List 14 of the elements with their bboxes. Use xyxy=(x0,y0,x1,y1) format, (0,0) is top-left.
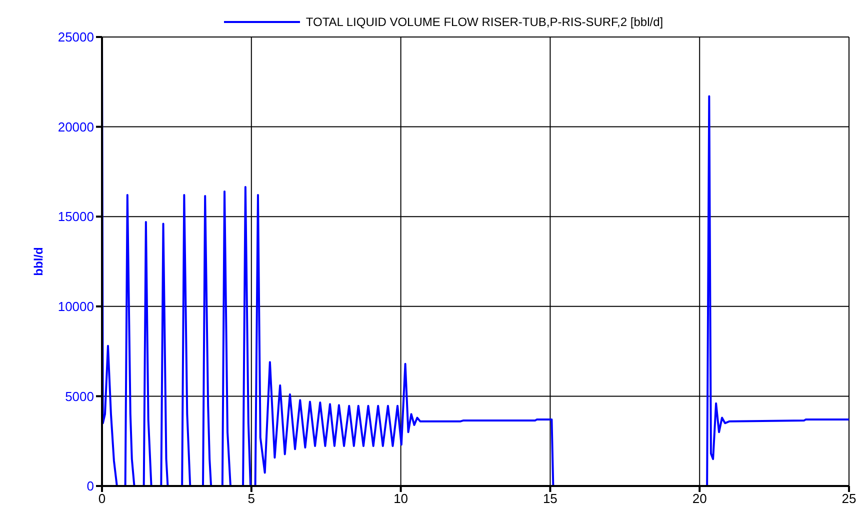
x-tick-label: 5 xyxy=(248,491,256,506)
x-tick-label: 15 xyxy=(542,491,558,506)
x-tick-label: 0 xyxy=(98,491,106,506)
y-axis-title: bbl/d xyxy=(31,247,46,276)
y-tick-label: 15000 xyxy=(58,209,94,224)
y-tick-label: 20000 xyxy=(58,119,94,134)
y-tick-label: 10000 xyxy=(58,299,94,314)
x-tick-label: 20 xyxy=(692,491,707,506)
y-tick-label: 25000 xyxy=(58,30,94,45)
text: TOTAL LIQUID VOLUME FLOW RISER-TUB,P-RIS-SURF,2 [bbl/d] xyxy=(306,15,664,29)
x-tick-label: 25 xyxy=(842,491,856,506)
y-tick-label: 5000 xyxy=(65,388,94,404)
y-tick-label: 0 xyxy=(86,478,94,494)
x-tick-label: 10 xyxy=(394,491,408,506)
